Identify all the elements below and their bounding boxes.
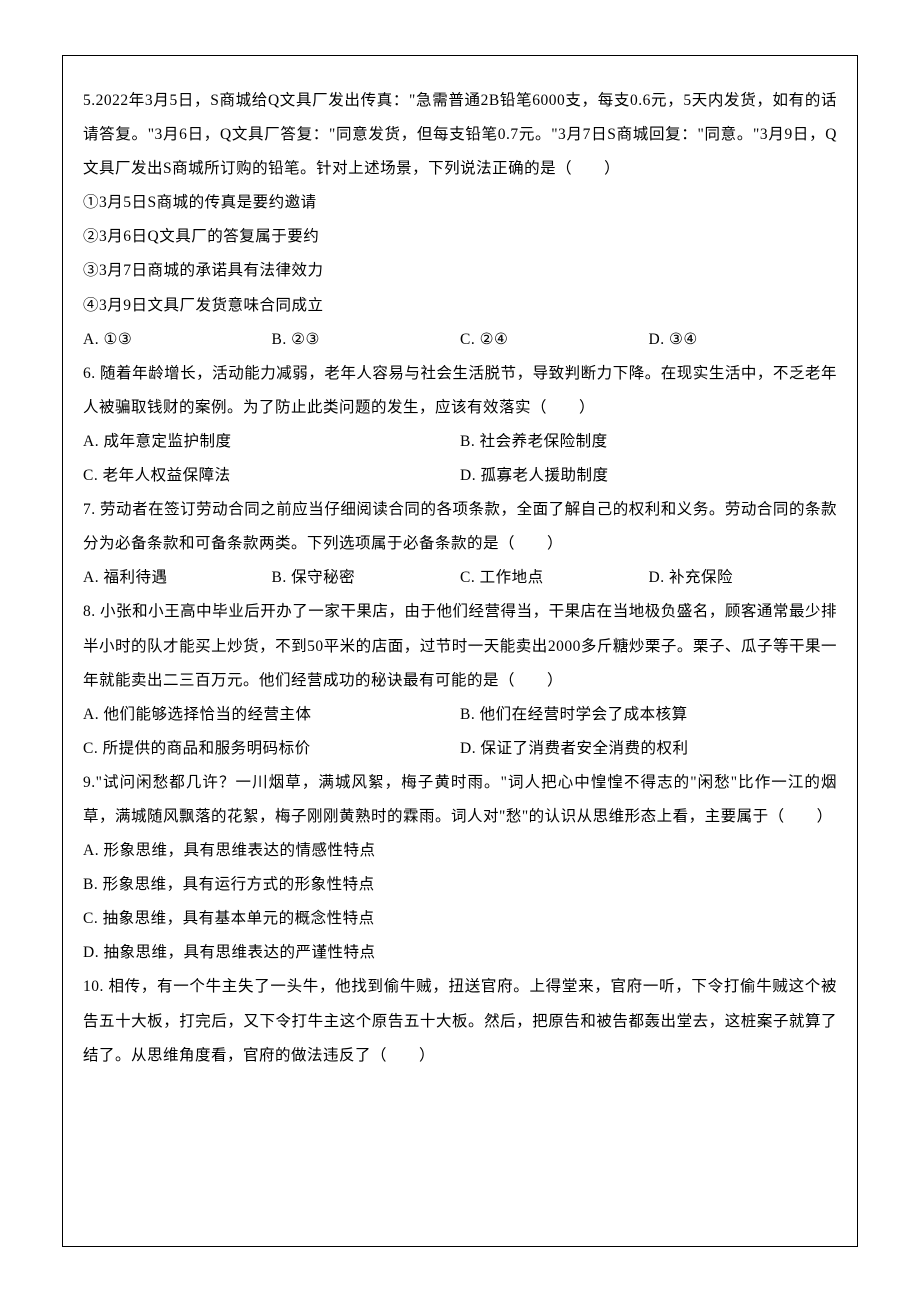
page-border: 5.2022年3月5日，S商城给Q文具厂发出传真："急需普通2B铅笔6000支，… xyxy=(62,55,858,1247)
q5-option-c: C. ②④ xyxy=(460,323,649,357)
q7-option-d: D. 补充保险 xyxy=(649,561,838,595)
q5-statement-3: ③3月7日商城的承诺具有法律效力 xyxy=(83,254,837,288)
q8-option-a: A. 他们能够选择恰当的经营主体 xyxy=(83,698,460,732)
q9-option-c: C. 抽象思维，具有基本单元的概念性特点 xyxy=(83,902,837,936)
q7-option-c: C. 工作地点 xyxy=(460,561,649,595)
q10-stem: 10. 相传，有一个牛主失了一头牛，他找到偷牛贼，扭送官府。上得堂来，官府一听，… xyxy=(83,970,837,1072)
q9-option-b: B. 形象思维，具有运行方式的形象性特点 xyxy=(83,868,837,902)
q5-option-b: B. ②③ xyxy=(272,323,461,357)
q9-stem: 9."试问闲愁都几许？一川烟草，满城风絮，梅子黄时雨。"词人把心中惶惶不得志的"… xyxy=(83,766,837,834)
q8-stem: 8. 小张和小王高中毕业后开办了一家干果店，由于他们经营得当，干果店在当地极负盛… xyxy=(83,595,837,697)
q9-option-d: D. 抽象思维，具有思维表达的严谨性特点 xyxy=(83,936,837,970)
q5-stem: 5.2022年3月5日，S商城给Q文具厂发出传真："急需普通2B铅笔6000支，… xyxy=(83,84,837,186)
q5-statement-4: ④3月9日文具厂发货意味合同成立 xyxy=(83,289,837,323)
q9-option-a: A. 形象思维，具有思维表达的情感性特点 xyxy=(83,834,837,868)
q5-statement-1: ①3月5日S商城的传真是要约邀请 xyxy=(83,186,837,220)
q6-stem: 6. 随着年龄增长，活动能力减弱，老年人容易与社会生活脱节，导致判断力下降。在现… xyxy=(83,357,837,425)
q6-option-b: B. 社会养老保险制度 xyxy=(460,425,837,459)
q8-options-row2: C. 所提供的商品和服务明码标价 D. 保证了消费者安全消费的权利 xyxy=(83,732,837,766)
q8-option-d: D. 保证了消费者安全消费的权利 xyxy=(460,732,837,766)
q5-option-a: A. ①③ xyxy=(83,323,272,357)
q8-option-c: C. 所提供的商品和服务明码标价 xyxy=(83,732,460,766)
q5-option-d: D. ③④ xyxy=(649,323,838,357)
q6-options-row2: C. 老年人权益保障法 D. 孤寡老人援助制度 xyxy=(83,459,837,493)
q7-options: A. 福利待遇 B. 保守秘密 C. 工作地点 D. 补充保险 xyxy=(83,561,837,595)
q6-option-a: A. 成年意定监护制度 xyxy=(83,425,460,459)
q7-stem: 7. 劳动者在签订劳动合同之前应当仔细阅读合同的各项条款，全面了解自己的权利和义… xyxy=(83,493,837,561)
q5-statement-2: ②3月6日Q文具厂的答复属于要约 xyxy=(83,220,837,254)
q7-option-b: B. 保守秘密 xyxy=(272,561,461,595)
q7-option-a: A. 福利待遇 xyxy=(83,561,272,595)
q6-options-row1: A. 成年意定监护制度 B. 社会养老保险制度 xyxy=(83,425,837,459)
q6-option-d: D. 孤寡老人援助制度 xyxy=(460,459,837,493)
q8-option-b: B. 他们在经营时学会了成本核算 xyxy=(460,698,837,732)
q5-options: A. ①③ B. ②③ C. ②④ D. ③④ xyxy=(83,323,837,357)
q6-option-c: C. 老年人权益保障法 xyxy=(83,459,460,493)
document-content: 5.2022年3月5日，S商城给Q文具厂发出传真："急需普通2B铅笔6000支，… xyxy=(83,84,837,1073)
q8-options-row1: A. 他们能够选择恰当的经营主体 B. 他们在经营时学会了成本核算 xyxy=(83,698,837,732)
